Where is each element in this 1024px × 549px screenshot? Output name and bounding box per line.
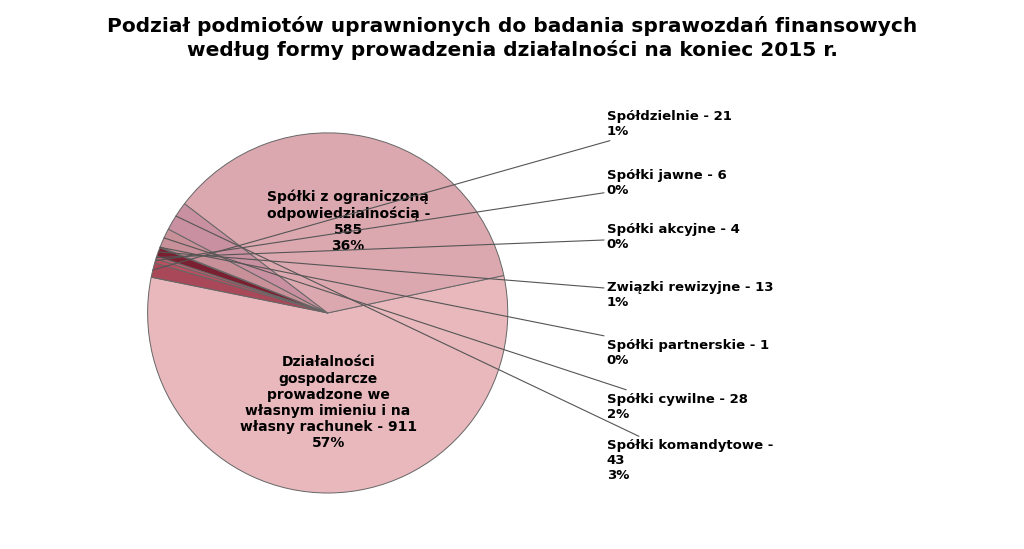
- Text: Spółki partnerskie - 1
0%: Spółki partnerskie - 1 0%: [160, 247, 769, 367]
- Text: Działalności
gospodarcze
prowadzone we
własnym imieniu i na
własny rachunek - 91: Działalności gospodarcze prowadzone we w…: [240, 355, 417, 451]
- Wedge shape: [152, 263, 328, 313]
- Text: Spółdzielnie - 21
1%: Spółdzielnie - 21 1%: [153, 110, 732, 270]
- Text: Podział podmiotów uprawnionych do badania sprawozdań finansowych
według formy pr: Podział podmiotów uprawnionych do badani…: [106, 16, 918, 60]
- Text: Związki rewizyjne - 13
1%: Związki rewizyjne - 13 1%: [159, 252, 773, 309]
- Wedge shape: [156, 256, 328, 313]
- Wedge shape: [184, 133, 504, 313]
- Wedge shape: [160, 247, 328, 313]
- Wedge shape: [157, 248, 328, 313]
- Text: Spółki z ograniczoną
odpowiedzialnością -
585
36%: Spółki z ograniczoną odpowiedzialnością …: [266, 190, 430, 254]
- Wedge shape: [160, 229, 328, 313]
- Wedge shape: [155, 259, 328, 313]
- Wedge shape: [168, 204, 328, 313]
- Text: Spółki akcyjne - 4
0%: Spółki akcyjne - 4 0%: [157, 223, 739, 257]
- Text: Spółki cywilne - 28
2%: Spółki cywilne - 28 2%: [164, 238, 748, 421]
- Text: Spółki komandytowe -
43
3%: Spółki komandytowe - 43 3%: [176, 216, 773, 482]
- Wedge shape: [147, 276, 508, 493]
- Text: Spółki jawne - 6
0%: Spółki jawne - 6 0%: [156, 169, 727, 261]
